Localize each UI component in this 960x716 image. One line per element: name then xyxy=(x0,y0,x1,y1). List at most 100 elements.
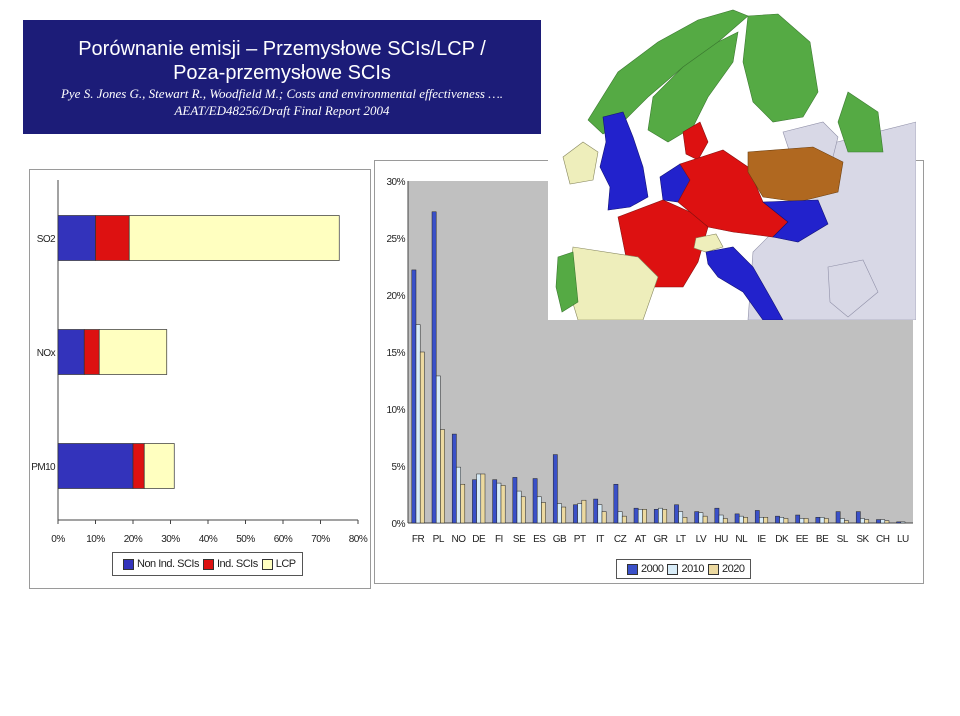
bar-fi-2020 xyxy=(500,485,506,524)
legend-label-2000: 2000 xyxy=(641,563,664,575)
bar-nox-ind-scis xyxy=(83,329,100,375)
page-title: Porównanie emisji – Przemysłowe SCIs/LCP… xyxy=(78,38,486,60)
x-tick-label-gb: GB xyxy=(553,534,567,545)
x-tick-label: 20% xyxy=(124,534,143,545)
x-tick-label-be: BE xyxy=(816,534,829,545)
x-tick-label-no: NO xyxy=(452,534,467,545)
bar-it-2010 xyxy=(597,504,603,524)
x-tick-label: 70% xyxy=(311,534,330,545)
bar-at-2010 xyxy=(637,509,643,524)
bar-lv-2010 xyxy=(698,512,704,524)
x-tick-label-pt: PT xyxy=(574,534,586,545)
x-tick-label-se: SE xyxy=(513,534,526,545)
x-tick-label-at: AT xyxy=(635,534,646,545)
legend-swatch-2010 xyxy=(667,563,679,575)
bar-ch-2000 xyxy=(876,519,881,524)
page-title-line2: Poza-przemysłowe SCIs xyxy=(173,62,391,84)
map-region-sweden xyxy=(647,31,739,143)
bar-pt-2000 xyxy=(573,504,578,524)
bar-pl-2000 xyxy=(431,211,437,524)
bar-nl-2010 xyxy=(738,515,744,524)
citation-authors: Pye S. Jones G., Stewart R., Woodfield M… xyxy=(60,86,504,101)
x-tick-label: 30% xyxy=(161,534,180,545)
bar-gr-2000 xyxy=(653,509,659,524)
legend-label-non-ind-scis: Non Ind. SCIs xyxy=(137,558,199,570)
bar-it-2020 xyxy=(601,511,607,524)
x-tick-label-lv: LV xyxy=(696,534,707,545)
legend-label-ind-scis: Ind. SCIs xyxy=(216,558,258,570)
x-tick-label-es: ES xyxy=(533,534,546,545)
bar-se-2000 xyxy=(512,477,518,524)
bar-gr-2020 xyxy=(662,509,668,524)
bar-pm10-ind-scis xyxy=(132,443,145,489)
x-tick-label-sl: SL xyxy=(837,534,849,545)
x-tick-label-fr: FR xyxy=(412,534,425,545)
legend-swatch-lcp xyxy=(261,558,273,570)
category-label-pm10: PM10 xyxy=(31,462,56,473)
bar-lt-2010 xyxy=(678,511,684,524)
bar-nox-lcp xyxy=(98,329,168,375)
bar-sk-2020 xyxy=(864,519,870,524)
map-region-central-red xyxy=(677,149,789,238)
legend-label-lcp: LCP xyxy=(275,558,296,570)
category-label-nox: NOx xyxy=(37,348,56,359)
bar-ie-2000 xyxy=(754,510,760,524)
legend-swatch-2020 xyxy=(707,563,719,575)
bar-se-2010 xyxy=(516,490,522,524)
europe-map xyxy=(548,2,916,320)
bar-gb-2020 xyxy=(561,506,567,524)
bar-de-2020 xyxy=(480,473,486,524)
map-region-great-britain xyxy=(599,111,649,211)
bar-lv-2000 xyxy=(694,511,700,524)
legend-label-2020: 2020 xyxy=(721,563,745,575)
bar-es-2000 xyxy=(532,478,538,524)
x-tick-label-fi: FI xyxy=(495,534,503,545)
bar-fr-2000 xyxy=(411,269,417,524)
x-tick-label-pl: PL xyxy=(433,534,445,545)
bar-lt-2000 xyxy=(674,504,679,524)
legend-swatch-non-ind-scis xyxy=(123,558,134,570)
bar-sl-2020 xyxy=(844,520,849,524)
y-tick-label: 30% xyxy=(386,177,405,188)
map-region-baltic xyxy=(837,91,884,153)
y-tick-label: 5% xyxy=(392,462,406,473)
bar-lu-2000 xyxy=(896,521,902,524)
bar-ee-2000 xyxy=(795,514,801,524)
map-region-ireland xyxy=(562,141,599,185)
bar-pt-2010 xyxy=(577,503,583,524)
bar-cz-2020 xyxy=(621,515,627,524)
title-box: Porównanie emisji – Przemysłowe SCIs/LCP… xyxy=(23,20,541,134)
x-tick-label-lt: LT xyxy=(676,534,686,545)
bar-nl-2020 xyxy=(743,517,748,524)
legend-swatch-ind-scis xyxy=(202,558,214,570)
bar-lt-2020 xyxy=(682,517,688,524)
bar-pl-2010 xyxy=(435,375,441,524)
bar-ie-2020 xyxy=(763,517,769,524)
x-tick-label-lu: LU xyxy=(897,534,909,545)
europe-map-image xyxy=(555,9,916,320)
citation-report: AEAT/ED48256/Draft Final Report 2004 xyxy=(174,103,390,118)
bar-gb-2010 xyxy=(557,503,562,524)
x-tick-label-ch: CH xyxy=(876,534,890,545)
bar-cz-2000 xyxy=(613,483,619,524)
x-tick-label-gr: GR xyxy=(654,534,668,545)
bar-be-2020 xyxy=(823,518,829,524)
bar-at-2020 xyxy=(642,509,647,524)
x-tick-label-it: IT xyxy=(596,534,604,545)
bar-hu-2010 xyxy=(718,514,724,524)
bar-lv-2020 xyxy=(702,515,708,524)
category-label-so2: SO2 xyxy=(37,234,56,245)
map-region-switzerland xyxy=(693,233,724,253)
map-region-greece xyxy=(827,259,879,318)
bar-lu-2010 xyxy=(900,521,906,524)
bar-be-2000 xyxy=(815,517,821,524)
sector-legend: Non Ind. SCIs Ind. SCIs LCP xyxy=(112,552,303,576)
bar-es-2020 xyxy=(541,502,546,524)
bar-fi-2010 xyxy=(496,482,502,524)
x-tick-label-hu: HU xyxy=(714,534,728,545)
bar-cz-2010 xyxy=(617,511,623,524)
map-region-italy xyxy=(705,246,784,320)
bar-ch-2020 xyxy=(884,520,890,524)
bar-de-2010 xyxy=(476,473,482,524)
bar-nox-non-ind-scis xyxy=(57,329,85,375)
